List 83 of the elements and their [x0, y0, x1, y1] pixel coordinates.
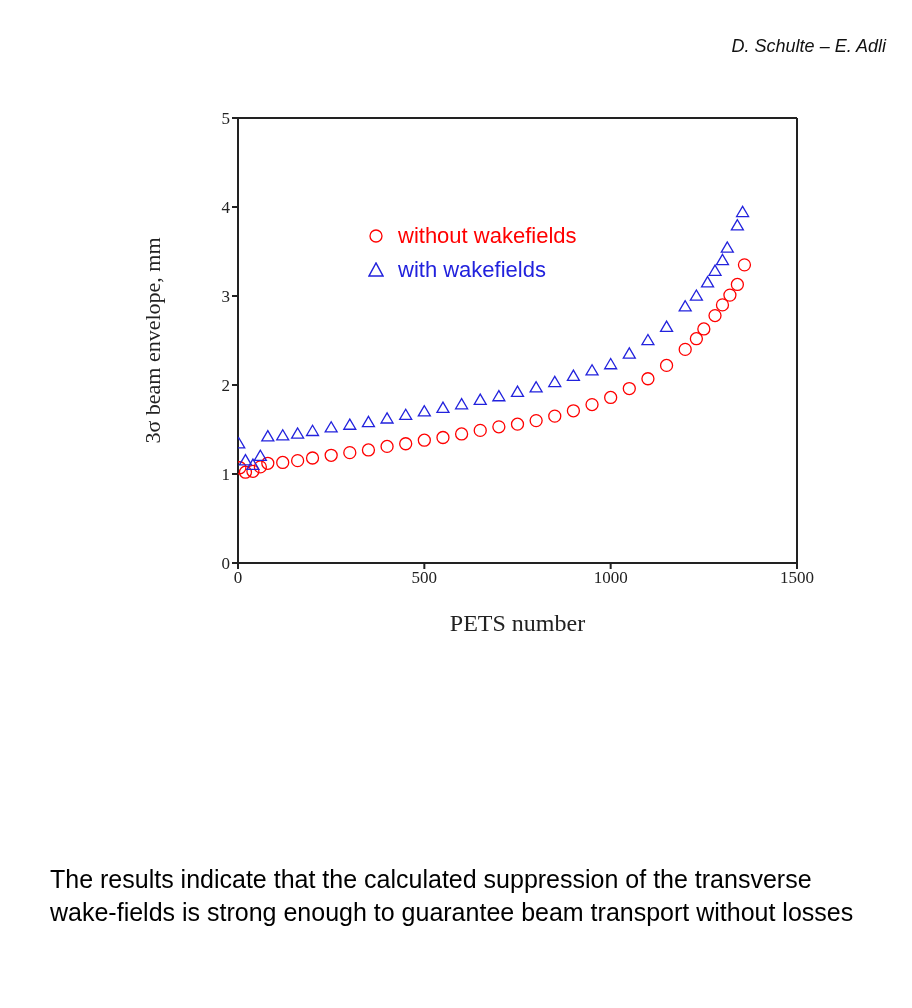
point — [246, 464, 260, 478]
point — [305, 424, 320, 437]
point — [548, 409, 562, 423]
x-axis-title: PETS number — [449, 610, 586, 636]
point — [548, 375, 562, 388]
point — [641, 372, 655, 386]
point — [380, 439, 394, 454]
point — [492, 420, 506, 434]
point — [305, 451, 320, 465]
point — [622, 347, 636, 359]
legend-label: with wakefields — [398, 257, 546, 283]
y-tick-label: 5 — [221, 109, 230, 129]
point — [708, 264, 722, 276]
point — [659, 320, 674, 332]
point — [253, 460, 268, 474]
x-tick-label: 1000 — [593, 568, 628, 588]
legend-label: without wakefields — [398, 223, 577, 249]
point — [276, 429, 290, 441]
point — [253, 449, 268, 462]
point — [689, 289, 704, 301]
point — [399, 437, 413, 451]
point — [454, 397, 469, 410]
point — [261, 456, 275, 470]
point — [324, 421, 338, 433]
point — [238, 465, 253, 479]
point — [715, 298, 730, 312]
y-tick-label: 1 — [221, 465, 230, 485]
point — [529, 413, 543, 428]
point — [678, 300, 692, 312]
point — [361, 443, 376, 457]
point — [659, 358, 674, 373]
point — [510, 417, 525, 431]
point — [689, 332, 704, 346]
point — [700, 276, 715, 288]
point — [604, 357, 618, 370]
y-tick-label: 4 — [221, 198, 231, 218]
point — [324, 448, 338, 462]
point — [290, 454, 305, 468]
point — [417, 405, 431, 417]
point — [720, 241, 734, 253]
point — [473, 423, 487, 438]
point — [708, 308, 722, 323]
point — [678, 342, 692, 357]
point — [380, 412, 394, 424]
point — [737, 258, 752, 272]
point — [343, 445, 357, 460]
y-tick-label: 3 — [221, 287, 230, 307]
point — [566, 369, 581, 381]
point — [730, 219, 745, 231]
point — [473, 393, 487, 405]
point — [697, 322, 711, 336]
point — [290, 427, 305, 439]
point — [715, 253, 730, 266]
point — [735, 205, 750, 218]
point — [641, 333, 655, 346]
point — [510, 385, 525, 397]
point — [492, 389, 506, 402]
text: The results indicate that the calculated suppression of the transverse wake-fields is strong enough to guarantee beam transport without losses — [50, 864, 855, 928]
point — [622, 381, 636, 396]
point — [361, 415, 376, 428]
point — [276, 455, 290, 470]
point — [436, 430, 450, 445]
point — [436, 401, 450, 413]
x-tick-label: 1500 — [780, 568, 814, 588]
point — [261, 429, 275, 442]
point — [723, 288, 737, 302]
point — [238, 454, 253, 466]
point — [529, 381, 543, 393]
point — [417, 433, 431, 447]
point — [454, 427, 469, 441]
point — [604, 390, 618, 405]
text: D. Schulte – E. Adli — [731, 36, 886, 57]
point — [399, 408, 413, 421]
point — [566, 404, 581, 418]
point — [585, 397, 599, 412]
point — [246, 458, 260, 470]
y-axis-title: 3σ beam envelope, mm — [139, 237, 165, 444]
point — [585, 364, 599, 376]
x-tick-label: 500 — [411, 568, 438, 588]
point — [343, 418, 357, 430]
y-tick-label: 0 — [221, 554, 230, 574]
point — [730, 277, 745, 292]
y-tick-label: 2 — [221, 376, 230, 396]
